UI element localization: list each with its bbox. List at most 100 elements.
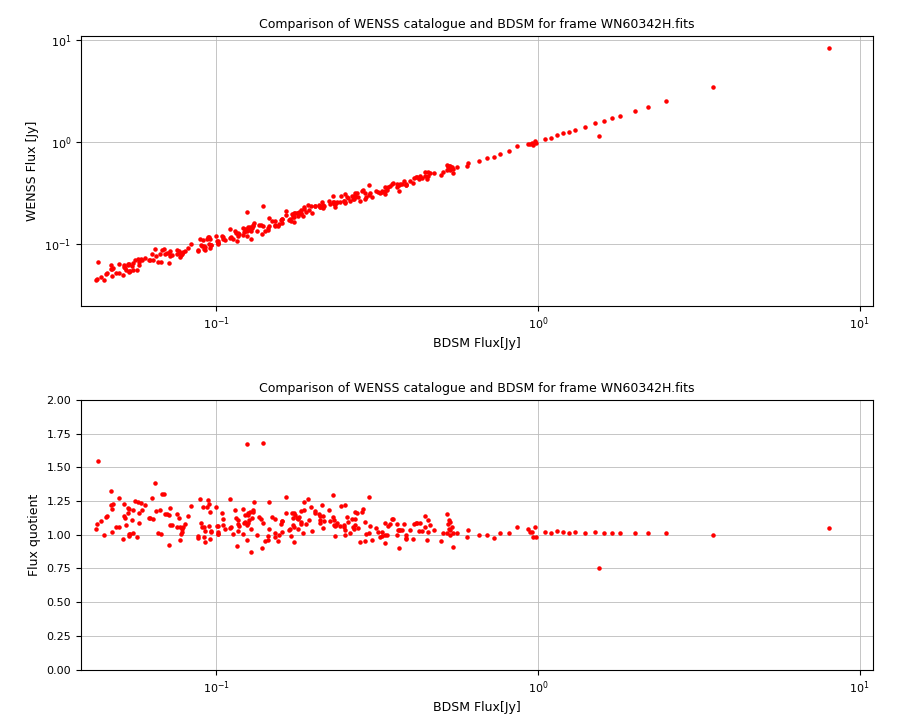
Point [210, 521, 224, 532]
Point [212, 238, 226, 249]
Point [203, 526, 218, 538]
Point [191, 530, 205, 541]
Point [203, 507, 218, 518]
Point [197, 245, 211, 256]
Point [200, 501, 214, 513]
Point [169, 248, 184, 260]
Point [406, 178, 420, 189]
Point [242, 223, 256, 235]
Point [434, 169, 448, 181]
Point [271, 535, 285, 546]
Point [122, 528, 137, 539]
Point [201, 231, 215, 243]
Point [420, 174, 435, 185]
Point [246, 220, 260, 231]
Point [231, 228, 246, 239]
Point [353, 536, 367, 548]
Point [313, 202, 328, 213]
Point [328, 201, 342, 212]
Point [231, 227, 246, 238]
Point [116, 259, 130, 271]
Point [162, 247, 176, 258]
Point [126, 527, 140, 539]
Point [244, 523, 258, 535]
Point [283, 523, 297, 535]
Point [350, 508, 365, 519]
Point [91, 257, 105, 269]
Point [122, 528, 137, 539]
Point [288, 509, 302, 521]
Point [91, 456, 105, 467]
X-axis label: BDSM Flux[Jy]: BDSM Flux[Jy] [433, 701, 521, 714]
Point [371, 527, 385, 539]
Point [284, 215, 298, 227]
Point [526, 139, 540, 150]
Point [252, 511, 266, 523]
Point [160, 248, 175, 259]
Point [131, 518, 146, 529]
Point [368, 522, 382, 534]
Point [321, 505, 336, 516]
Point [357, 517, 372, 528]
Point [121, 507, 135, 518]
Point [261, 531, 275, 542]
Point [275, 515, 290, 526]
Point [363, 492, 377, 503]
Point [297, 203, 311, 215]
Point [215, 508, 230, 519]
Point [315, 196, 329, 207]
Point [294, 208, 309, 220]
Point [283, 213, 297, 225]
Point [257, 225, 272, 236]
Point [659, 96, 673, 107]
Point [261, 222, 275, 234]
Point [262, 496, 276, 508]
Point [194, 517, 208, 528]
Point [240, 534, 255, 546]
Point [246, 220, 260, 231]
Point [126, 257, 140, 269]
Point [357, 187, 372, 199]
Point [641, 101, 655, 112]
Point [355, 185, 369, 197]
Point [383, 518, 398, 529]
Point [492, 527, 507, 539]
Point [364, 534, 379, 545]
Point [525, 526, 539, 538]
Point [393, 524, 408, 536]
Point [441, 515, 455, 526]
Point [297, 201, 311, 212]
Point [412, 173, 427, 184]
Point [316, 202, 330, 214]
Title: Comparison of WENSS catalogue and BDSM for frame WN60342H.fits: Comparison of WENSS catalogue and BDSM f… [259, 18, 695, 31]
Point [121, 502, 135, 513]
Point [386, 513, 400, 525]
Point [362, 527, 376, 539]
Point [301, 199, 315, 210]
Point [143, 512, 157, 523]
Point [375, 186, 390, 198]
Point [99, 510, 113, 522]
Point [268, 219, 283, 230]
Point [286, 536, 301, 548]
Point [487, 151, 501, 163]
Point [105, 503, 120, 515]
Point [578, 121, 592, 132]
Point [292, 207, 307, 218]
Point [380, 184, 394, 196]
Point [210, 235, 224, 247]
Point [588, 117, 602, 129]
Point [246, 504, 260, 516]
Point [117, 262, 131, 274]
Point [135, 505, 149, 516]
Point [105, 262, 120, 274]
Point [282, 524, 296, 536]
Point [138, 500, 152, 511]
Point [231, 526, 246, 537]
Point [211, 238, 225, 249]
Point [378, 518, 392, 529]
Point [316, 516, 330, 527]
Point [312, 510, 327, 522]
Point [104, 485, 118, 497]
Point [216, 231, 230, 243]
